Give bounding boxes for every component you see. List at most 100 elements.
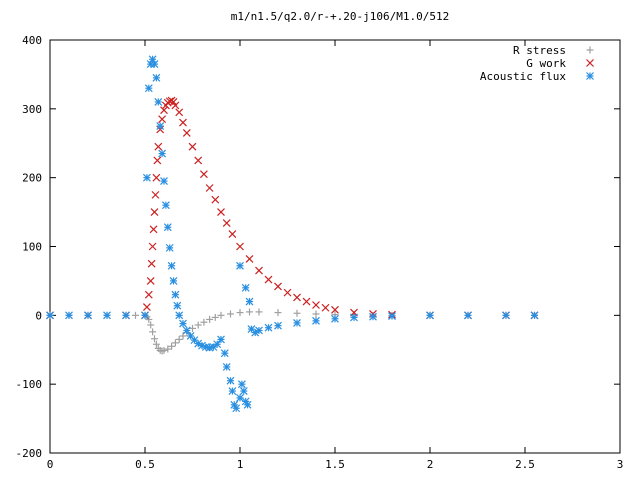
data-point [264, 323, 273, 332]
data-point [158, 115, 167, 124]
data-point [103, 311, 111, 320]
data-point [293, 318, 301, 327]
data-point [388, 312, 396, 320]
y-tick-label: 0 [35, 309, 42, 322]
data-point [148, 242, 157, 251]
data-point [222, 219, 231, 228]
data-point [331, 314, 339, 323]
data-point [239, 387, 248, 395]
data-point [217, 208, 225, 217]
data-point [164, 345, 172, 353]
data-point [211, 313, 219, 321]
data-point [206, 315, 214, 323]
data-point [236, 309, 244, 317]
x-tick-label: 1 [237, 458, 244, 471]
data-point [149, 328, 157, 336]
data-point [236, 261, 244, 270]
data-point [154, 142, 163, 151]
x-tick-label: 3 [617, 458, 624, 471]
data-point [245, 297, 254, 306]
data-point [171, 290, 180, 299]
data-point [165, 243, 174, 252]
data-point [243, 400, 252, 409]
data-point [146, 276, 155, 285]
data-point [194, 321, 202, 329]
data-marks [46, 55, 539, 413]
legend-marker [586, 59, 594, 67]
data-point [163, 223, 172, 232]
data-point [228, 230, 237, 239]
series-acoustic-flux [46, 55, 539, 413]
data-point [217, 311, 225, 319]
data-point [149, 225, 158, 234]
data-point [312, 310, 320, 318]
data-point [237, 380, 246, 389]
data-point [312, 301, 320, 309]
y-tick-label: 200 [22, 172, 42, 185]
data-point [236, 242, 244, 251]
data-point [213, 340, 222, 349]
data-point [194, 156, 203, 165]
y-tick-label: 100 [22, 241, 42, 254]
data-point [160, 106, 168, 115]
data-point [160, 177, 168, 186]
data-point [167, 261, 176, 270]
data-point [293, 309, 301, 317]
data-point [302, 297, 311, 306]
data-point [171, 101, 180, 110]
data-point [530, 311, 539, 320]
data-point [182, 129, 191, 137]
data-point [179, 319, 187, 328]
legend-marker [586, 72, 594, 80]
data-point [158, 149, 167, 158]
data-point [227, 310, 234, 318]
data-point [151, 335, 158, 343]
data-point [144, 290, 153, 299]
x-tick-label: 0.5 [135, 458, 155, 471]
data-point [147, 321, 155, 329]
data-point [200, 318, 208, 326]
chart-title: m1/n1.5/q2.0/r-+.20-j106/M1.0/512 [231, 10, 450, 23]
data-point [150, 208, 159, 217]
data-point [189, 324, 196, 332]
data-point [65, 311, 73, 320]
data-point [151, 190, 160, 199]
data-point [141, 311, 149, 320]
data-point [160, 346, 168, 354]
data-point [255, 308, 263, 316]
data-point [274, 321, 282, 330]
data-point [241, 283, 250, 292]
data-point [274, 282, 282, 291]
legend-label: Acoustic flux [480, 70, 566, 83]
data-point [194, 339, 203, 348]
data-point [246, 308, 253, 316]
data-point [175, 311, 184, 320]
data-point [350, 313, 358, 322]
data-point [255, 326, 263, 335]
legend-label: R stress [513, 44, 566, 57]
data-point [153, 156, 162, 165]
data-point [147, 259, 156, 268]
data-point [321, 303, 330, 312]
data-point [175, 108, 184, 117]
data-point [369, 312, 377, 321]
data-point [232, 404, 241, 413]
x-tick-label: 1.5 [325, 458, 345, 471]
x-tick-label: 0 [47, 458, 54, 471]
data-point [255, 266, 263, 275]
data-point [171, 339, 179, 347]
data-point [264, 275, 273, 284]
data-point [220, 349, 229, 358]
data-point [46, 311, 54, 320]
data-point [152, 173, 161, 182]
data-point [312, 316, 320, 325]
data-point [84, 311, 92, 320]
series-r-stress [46, 308, 538, 355]
data-point [145, 315, 153, 323]
data-point [217, 335, 225, 344]
data-point [175, 335, 183, 343]
data-point [199, 170, 208, 179]
